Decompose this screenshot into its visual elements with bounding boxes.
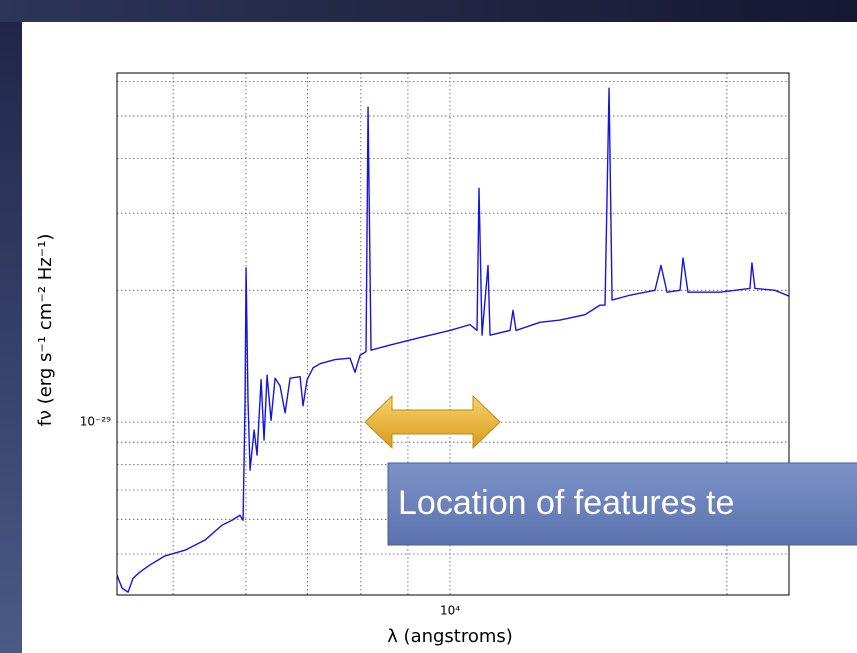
spectrum-line [117, 87, 789, 593]
callout-text: Location of features te [398, 484, 734, 522]
y-tick-label: 10⁻²⁹ [80, 415, 111, 429]
plot-frame [116, 72, 790, 596]
side-strip [0, 22, 22, 653]
y-axis-label: fν (erg s⁻¹ cm⁻² Hz⁻¹) [35, 234, 56, 427]
x-axis-label: λ (angstroms) [387, 626, 513, 647]
x-tick-label: 10⁴ [440, 604, 460, 618]
double-arrow [364, 394, 501, 450]
callout-box [387, 462, 857, 546]
chart-panel [22, 22, 857, 653]
